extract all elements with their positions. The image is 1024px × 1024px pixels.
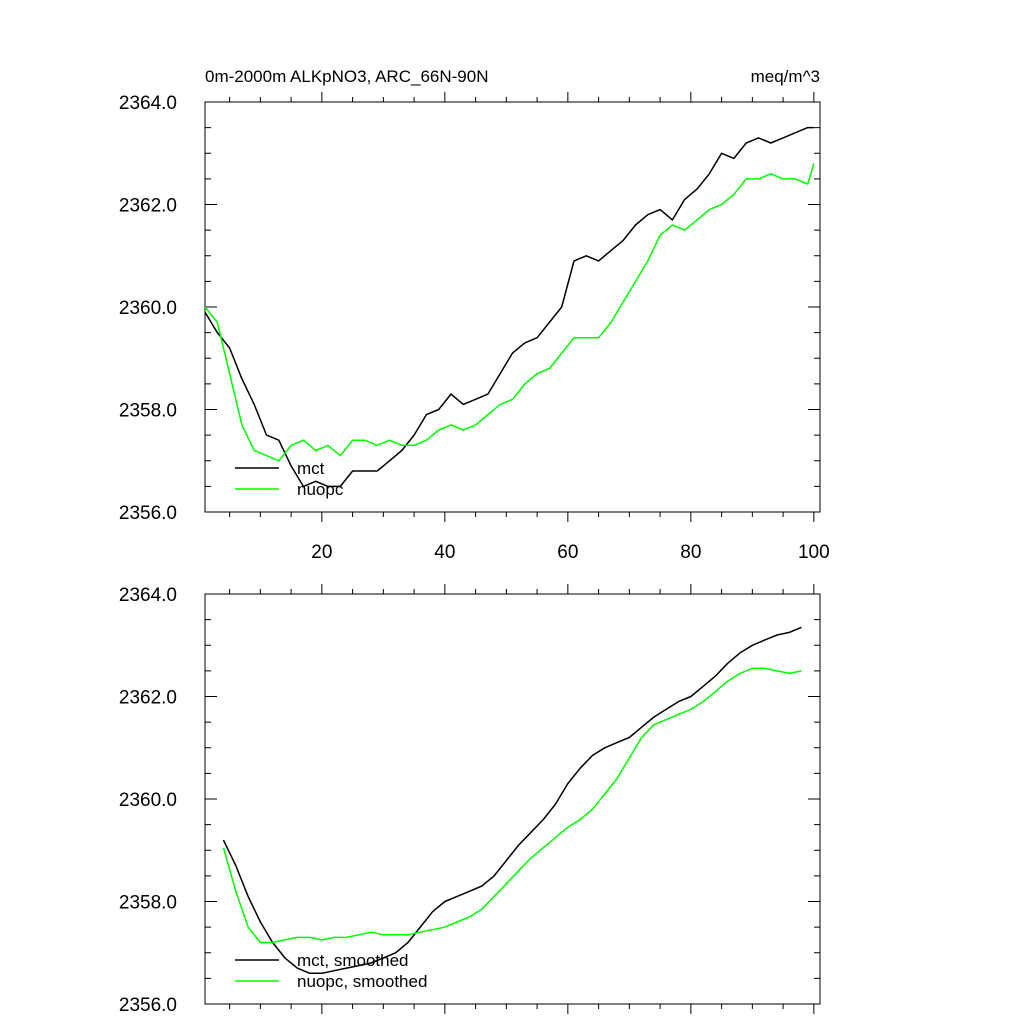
legend-label: mct (297, 459, 325, 478)
x-tick-label: 60 (557, 542, 578, 563)
y-tick-label: 2356.0 (119, 503, 177, 524)
y-tick-label: 2362.0 (119, 196, 177, 217)
x-tick-label: 100 (798, 542, 830, 563)
y-tick-label: 2360.0 (119, 790, 177, 811)
y-tick-label: 2364.0 (119, 585, 177, 606)
bottom-panel: 2356.0 2358.0 2360.0 2362.0 2364.0 mct, smoot… (119, 584, 821, 1016)
series-line-nuopc-smoothed (222, 667, 802, 944)
y-tick-label: 2364.0 (119, 93, 177, 114)
plot-frame (204, 101, 821, 513)
series-line-mct-smoothed (222, 626, 802, 975)
plot-frame (204, 593, 821, 1005)
y-tick-label: 2358.0 (119, 893, 177, 914)
x-tick-label: 80 (680, 542, 701, 563)
top-panel: 2356.0 2358.0 2360.0 2362.0 2364.0 20 40 60 80 10… (119, 67, 830, 563)
series-line-mct (204, 126, 814, 488)
x-tick-label: 20 (311, 542, 332, 563)
x-tick-label: 40 (434, 542, 455, 563)
legend-label: nuopc (297, 480, 344, 499)
series-line-nuopc (204, 163, 815, 462)
y-tick-label: 2360.0 (119, 298, 177, 319)
y-tick-label: 2356.0 (119, 995, 177, 1016)
legend-label: mct, smoothed (297, 951, 409, 970)
chart-title: 0m-2000m ALKpNO3, ARC_66N-90N (205, 67, 488, 86)
y-tick-label: 2362.0 (119, 688, 177, 709)
legend-label: nuopc, smoothed (297, 972, 427, 991)
chart-units: meq/m^3 (751, 67, 820, 86)
y-tick-label: 2358.0 (119, 401, 177, 422)
